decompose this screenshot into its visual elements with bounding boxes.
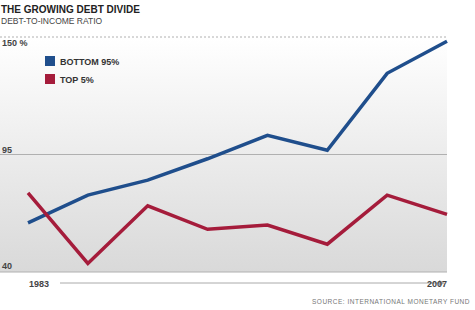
grid-line: [0, 272, 447, 273]
y-tick-label: 40: [2, 261, 12, 271]
x-axis-arrow: [60, 283, 439, 284]
x-tick-label: 2007: [427, 279, 447, 289]
chart-svg: THE GROWING DEBT DIVIDEDEBT-TO-INCOME RA…: [0, 0, 475, 310]
title: THE GROWING DEBT DIVIDE: [1, 4, 140, 15]
legend-swatch: [45, 56, 55, 66]
subtitle: DEBT-TO-INCOME RATIO: [1, 16, 103, 26]
y-tick-label: 150 %: [2, 38, 28, 48]
plot-background: [0, 37, 447, 272]
grid-line: [0, 37, 447, 38]
y-tick-label: 95: [2, 145, 12, 155]
legend-swatch: [45, 74, 55, 84]
legend-label: TOP 5%: [60, 75, 94, 85]
chart-container: THE GROWING DEBT DIVIDEDEBT-TO-INCOME RA…: [0, 0, 475, 310]
lines: [28, 41, 447, 263]
x-tick-label: 1983: [29, 279, 49, 289]
series-line: [28, 193, 447, 264]
legend-label: BOTTOM 95%: [60, 57, 119, 67]
source: SOURCE: INTERNATIONAL MONETARY FUND: [312, 298, 470, 305]
